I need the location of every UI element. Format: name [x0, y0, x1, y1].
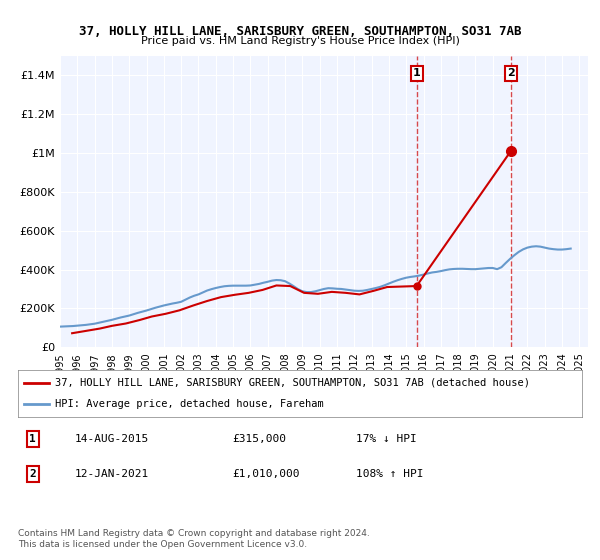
Text: 37, HOLLY HILL LANE, SARISBURY GREEN, SOUTHAMPTON, SO31 7AB: 37, HOLLY HILL LANE, SARISBURY GREEN, SO…	[79, 25, 521, 38]
Text: 2: 2	[29, 469, 36, 479]
Text: 1: 1	[29, 434, 36, 444]
Text: 14-AUG-2015: 14-AUG-2015	[74, 434, 149, 444]
Text: 2: 2	[507, 68, 515, 78]
Text: 17% ↓ HPI: 17% ↓ HPI	[356, 434, 417, 444]
Text: 12-JAN-2021: 12-JAN-2021	[74, 469, 149, 479]
Text: HPI: Average price, detached house, Fareham: HPI: Average price, detached house, Fare…	[55, 399, 323, 409]
Text: £315,000: £315,000	[232, 434, 286, 444]
Text: 37, HOLLY HILL LANE, SARISBURY GREEN, SOUTHAMPTON, SO31 7AB (detached house): 37, HOLLY HILL LANE, SARISBURY GREEN, SO…	[55, 378, 530, 388]
Text: Contains HM Land Registry data © Crown copyright and database right 2024.
This d: Contains HM Land Registry data © Crown c…	[18, 529, 370, 549]
Text: 108% ↑ HPI: 108% ↑ HPI	[356, 469, 424, 479]
Text: 1: 1	[413, 68, 421, 78]
Text: Price paid vs. HM Land Registry's House Price Index (HPI): Price paid vs. HM Land Registry's House …	[140, 36, 460, 46]
Text: £1,010,000: £1,010,000	[232, 469, 300, 479]
